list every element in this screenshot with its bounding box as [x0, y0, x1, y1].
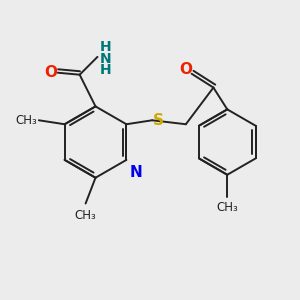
Text: H: H	[100, 63, 111, 77]
Text: O: O	[179, 62, 192, 77]
Text: S: S	[153, 113, 164, 128]
Text: N: N	[129, 165, 142, 180]
Text: N: N	[100, 52, 111, 66]
Text: CH₃: CH₃	[216, 200, 238, 214]
Text: O: O	[44, 65, 57, 80]
Text: H: H	[100, 40, 111, 54]
Text: CH₃: CH₃	[15, 114, 37, 127]
Text: CH₃: CH₃	[75, 209, 97, 222]
